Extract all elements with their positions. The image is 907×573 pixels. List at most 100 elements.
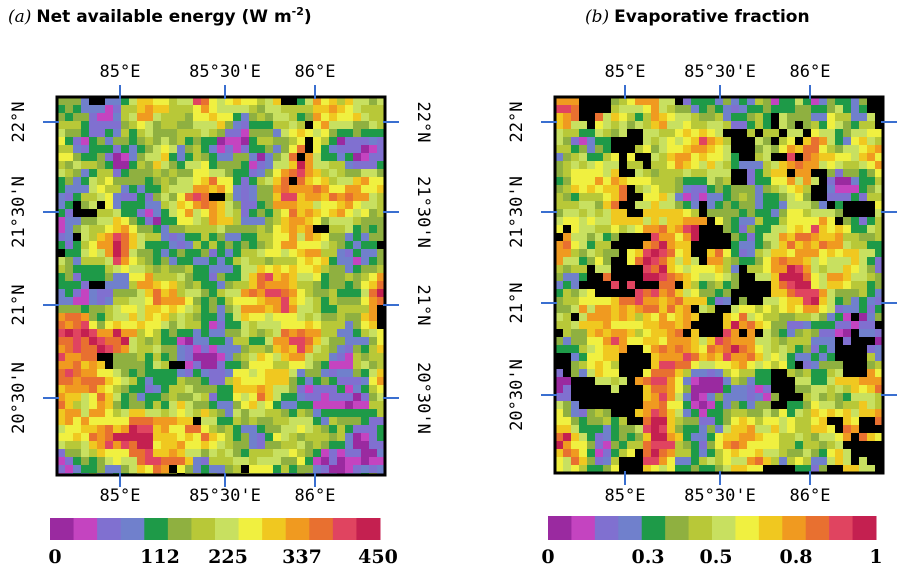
map-cell	[851, 121, 859, 129]
map-cell	[281, 217, 289, 225]
map-cell	[739, 169, 747, 177]
lat-label-right: 20°30'N	[413, 362, 433, 434]
map-cell	[603, 169, 611, 177]
map-cell	[161, 249, 169, 257]
map-cell	[89, 129, 97, 137]
map-cell	[265, 457, 273, 465]
map-cell	[771, 361, 779, 369]
map-cell	[675, 289, 683, 297]
map-cell	[587, 297, 595, 305]
map-cell	[241, 377, 249, 385]
map-cell	[603, 201, 611, 209]
map-cell	[867, 201, 875, 209]
map-cell	[169, 385, 177, 393]
map-cell	[731, 329, 739, 337]
map-cell	[635, 225, 643, 233]
map-cell	[691, 369, 699, 377]
map-cell	[699, 169, 707, 177]
map-cell	[289, 161, 297, 169]
map-cell	[859, 177, 867, 185]
map-cell	[313, 353, 321, 361]
map-cell	[675, 257, 683, 265]
map-cell	[691, 225, 699, 233]
map-cell	[65, 457, 73, 465]
map-cell	[329, 273, 337, 281]
map-cell	[587, 417, 595, 425]
map-cell	[145, 257, 153, 265]
map-cell	[353, 161, 361, 169]
map-cell	[249, 297, 257, 305]
map-cell	[161, 401, 169, 409]
map-cell	[113, 193, 121, 201]
map-cell	[571, 137, 579, 145]
map-cell	[859, 425, 867, 433]
map-cell	[715, 145, 723, 153]
map-cell	[587, 329, 595, 337]
map-cell	[313, 193, 321, 201]
map-cell	[763, 273, 771, 281]
map-cell	[579, 241, 587, 249]
map-cell	[771, 169, 779, 177]
map-cell	[129, 217, 137, 225]
map-cell	[273, 225, 281, 233]
colorbar-swatch	[665, 516, 689, 540]
map-cell	[787, 137, 795, 145]
map-cell	[779, 137, 787, 145]
map-cell	[603, 321, 611, 329]
map-cell	[771, 113, 779, 121]
map-cell	[795, 241, 803, 249]
map-cell	[297, 113, 305, 121]
map-cell	[193, 185, 201, 193]
map-cell	[787, 441, 795, 449]
map-cell	[723, 401, 731, 409]
map-cell	[305, 449, 313, 457]
map-cell	[193, 193, 201, 201]
map-cell	[65, 281, 73, 289]
map-cell	[795, 433, 803, 441]
map-cell	[329, 257, 337, 265]
map-cell	[337, 209, 345, 217]
map-cell	[369, 305, 377, 313]
map-cell	[273, 409, 281, 417]
map-cell	[273, 417, 281, 425]
map-cell	[851, 169, 859, 177]
map-cell	[73, 289, 81, 297]
map-cell	[217, 433, 225, 441]
map-cell	[209, 329, 217, 337]
map-cell	[73, 281, 81, 289]
map-cell	[603, 393, 611, 401]
map-cell	[345, 289, 353, 297]
map-cell	[297, 377, 305, 385]
map-cell	[185, 225, 193, 233]
map-cell	[177, 225, 185, 233]
map-cell	[675, 425, 683, 433]
map-cell	[667, 457, 675, 465]
map-cell	[345, 265, 353, 273]
map-cell	[835, 257, 843, 265]
map-cell	[707, 273, 715, 281]
lon-label-top: 85°E	[605, 62, 646, 82]
map-cell	[81, 137, 89, 145]
map-cell	[201, 137, 209, 145]
map-cell	[233, 441, 241, 449]
map-cell	[121, 121, 129, 129]
map-cell	[755, 177, 763, 185]
map-cell	[667, 337, 675, 345]
map-cell	[707, 233, 715, 241]
map-cell	[635, 129, 643, 137]
map-cell	[201, 393, 209, 401]
map-cell	[731, 289, 739, 297]
map-cell	[563, 113, 571, 121]
map-cell	[193, 169, 201, 177]
map-cell	[619, 345, 627, 353]
map-cell	[353, 249, 361, 257]
map-cell	[571, 169, 579, 177]
map-cell	[353, 393, 361, 401]
map-cell	[683, 121, 691, 129]
map-cell	[587, 185, 595, 193]
map-cell	[65, 137, 73, 145]
map-cell	[619, 177, 627, 185]
map-cell	[643, 177, 651, 185]
map-cell	[137, 345, 145, 353]
map-cell	[603, 433, 611, 441]
